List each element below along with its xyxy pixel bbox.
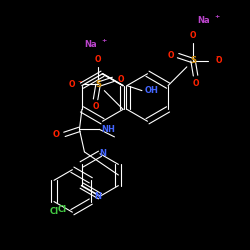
Text: O: O xyxy=(192,78,199,88)
Text: NH: NH xyxy=(101,125,115,134)
Text: −: − xyxy=(77,78,82,83)
Text: S: S xyxy=(190,56,196,65)
Text: Cl: Cl xyxy=(50,207,58,216)
Text: Na: Na xyxy=(197,16,209,25)
Text: O: O xyxy=(117,75,124,84)
Text: +: + xyxy=(214,14,220,20)
Text: O: O xyxy=(216,56,222,65)
Text: −: − xyxy=(216,53,220,58)
Text: OH: OH xyxy=(145,86,159,95)
Text: O: O xyxy=(190,31,196,40)
Text: O: O xyxy=(92,102,99,112)
Text: Na: Na xyxy=(84,40,97,49)
Text: O: O xyxy=(68,80,75,89)
Text: N: N xyxy=(94,192,101,201)
Text: O: O xyxy=(167,51,174,60)
Text: S: S xyxy=(95,80,101,89)
Text: Cl: Cl xyxy=(58,205,67,214)
Text: N: N xyxy=(99,149,106,158)
Text: O: O xyxy=(52,130,59,139)
Text: O: O xyxy=(95,55,101,64)
Text: +: + xyxy=(102,38,107,43)
